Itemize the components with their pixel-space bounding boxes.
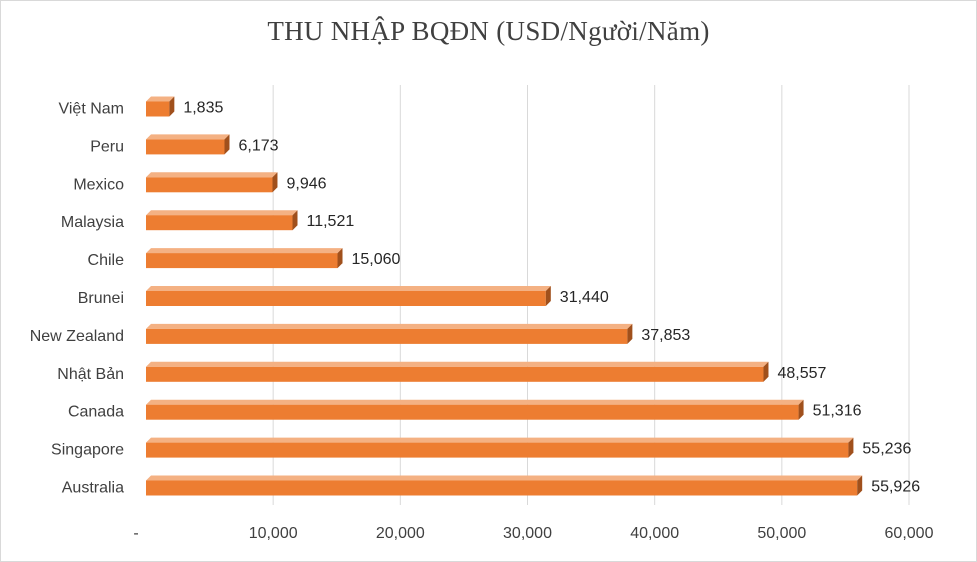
bar-top-face [146,96,175,102]
bar-side-face [848,437,854,458]
bar [146,96,175,117]
data-label: 11,521 [307,213,355,230]
category-label: Singapore [51,442,124,459]
bar-top-face [146,437,854,443]
bar [146,134,230,155]
bar-side-face [292,210,298,231]
x-tick-label: 30,000 [503,525,552,542]
data-label: 55,926 [871,479,920,496]
bar-front-face [146,253,338,269]
bar-top-face [146,323,633,329]
bar [146,172,278,193]
bar-side-face [798,399,804,420]
bar [146,437,854,458]
bar-side-face [545,286,551,306]
bar-side-face [337,248,343,269]
bar [146,361,769,382]
data-label: 15,060 [352,251,401,268]
bar-side-face [224,134,230,155]
bar [146,323,633,344]
category-label: Australia [62,480,124,497]
x-tick-label: 20,000 [376,525,425,542]
bar-top-face [146,361,769,367]
category-label: New Zealand [30,328,124,345]
category-label: Peru [90,138,124,155]
category-label: Canada [68,404,124,421]
bar [146,210,298,231]
bar-front-face [146,139,225,155]
bar-front-face [146,101,170,117]
category-label: Việt Nam [58,101,124,118]
bar-top-face [146,172,278,178]
bar-front-face [146,291,546,306]
bar-top-face [146,248,343,254]
bar-side-face [627,323,633,344]
bar-side-face [272,172,278,193]
data-label: 51,316 [813,403,862,420]
bar-front-face [146,480,858,496]
bar-front-face [146,404,799,420]
bar [146,248,343,269]
bar-front-face [146,177,273,193]
x-tick-label: 60,000 [885,525,934,542]
data-label: 31,440 [560,289,609,306]
bar-front-face [146,366,764,382]
bar-top-face [146,210,298,216]
data-label: 37,853 [641,327,690,344]
x-tick-label: 50,000 [757,525,806,542]
category-label: Mexico [73,176,124,193]
bar-front-face [146,328,628,344]
category-label: Brunei [78,290,124,307]
bars [146,96,863,496]
category-label: Chile [88,252,125,269]
bar-top-face [146,286,551,291]
x-tick-label: 40,000 [630,525,679,542]
bar [146,286,551,306]
bar [146,399,804,420]
data-label: 1,835 [183,100,223,117]
bar-top-face [146,134,230,140]
bar [146,475,863,496]
labels: - 10,000 20,000 30,000 40,000 50,000 60,000 Việ… [30,100,934,543]
bar-front-face [146,215,293,231]
x-tick-label: - [133,525,138,542]
bar-side-face [857,475,863,496]
chart-title: THU NHẬP BQĐN (USD/Người/Năm) [267,16,710,46]
data-label: 55,236 [862,441,911,458]
bar-side-face [169,96,175,117]
category-label: Nhật Bản [57,366,124,383]
category-label: Malaysia [61,214,124,231]
data-label: 6,173 [238,137,278,154]
bar-side-face [763,361,769,382]
bar-top-face [146,475,863,481]
x-tick-label: 10,000 [249,525,298,542]
bar-front-face [146,442,849,458]
bar-top-face [146,399,804,405]
data-label: 48,557 [777,365,826,382]
data-label: 9,946 [286,175,326,192]
